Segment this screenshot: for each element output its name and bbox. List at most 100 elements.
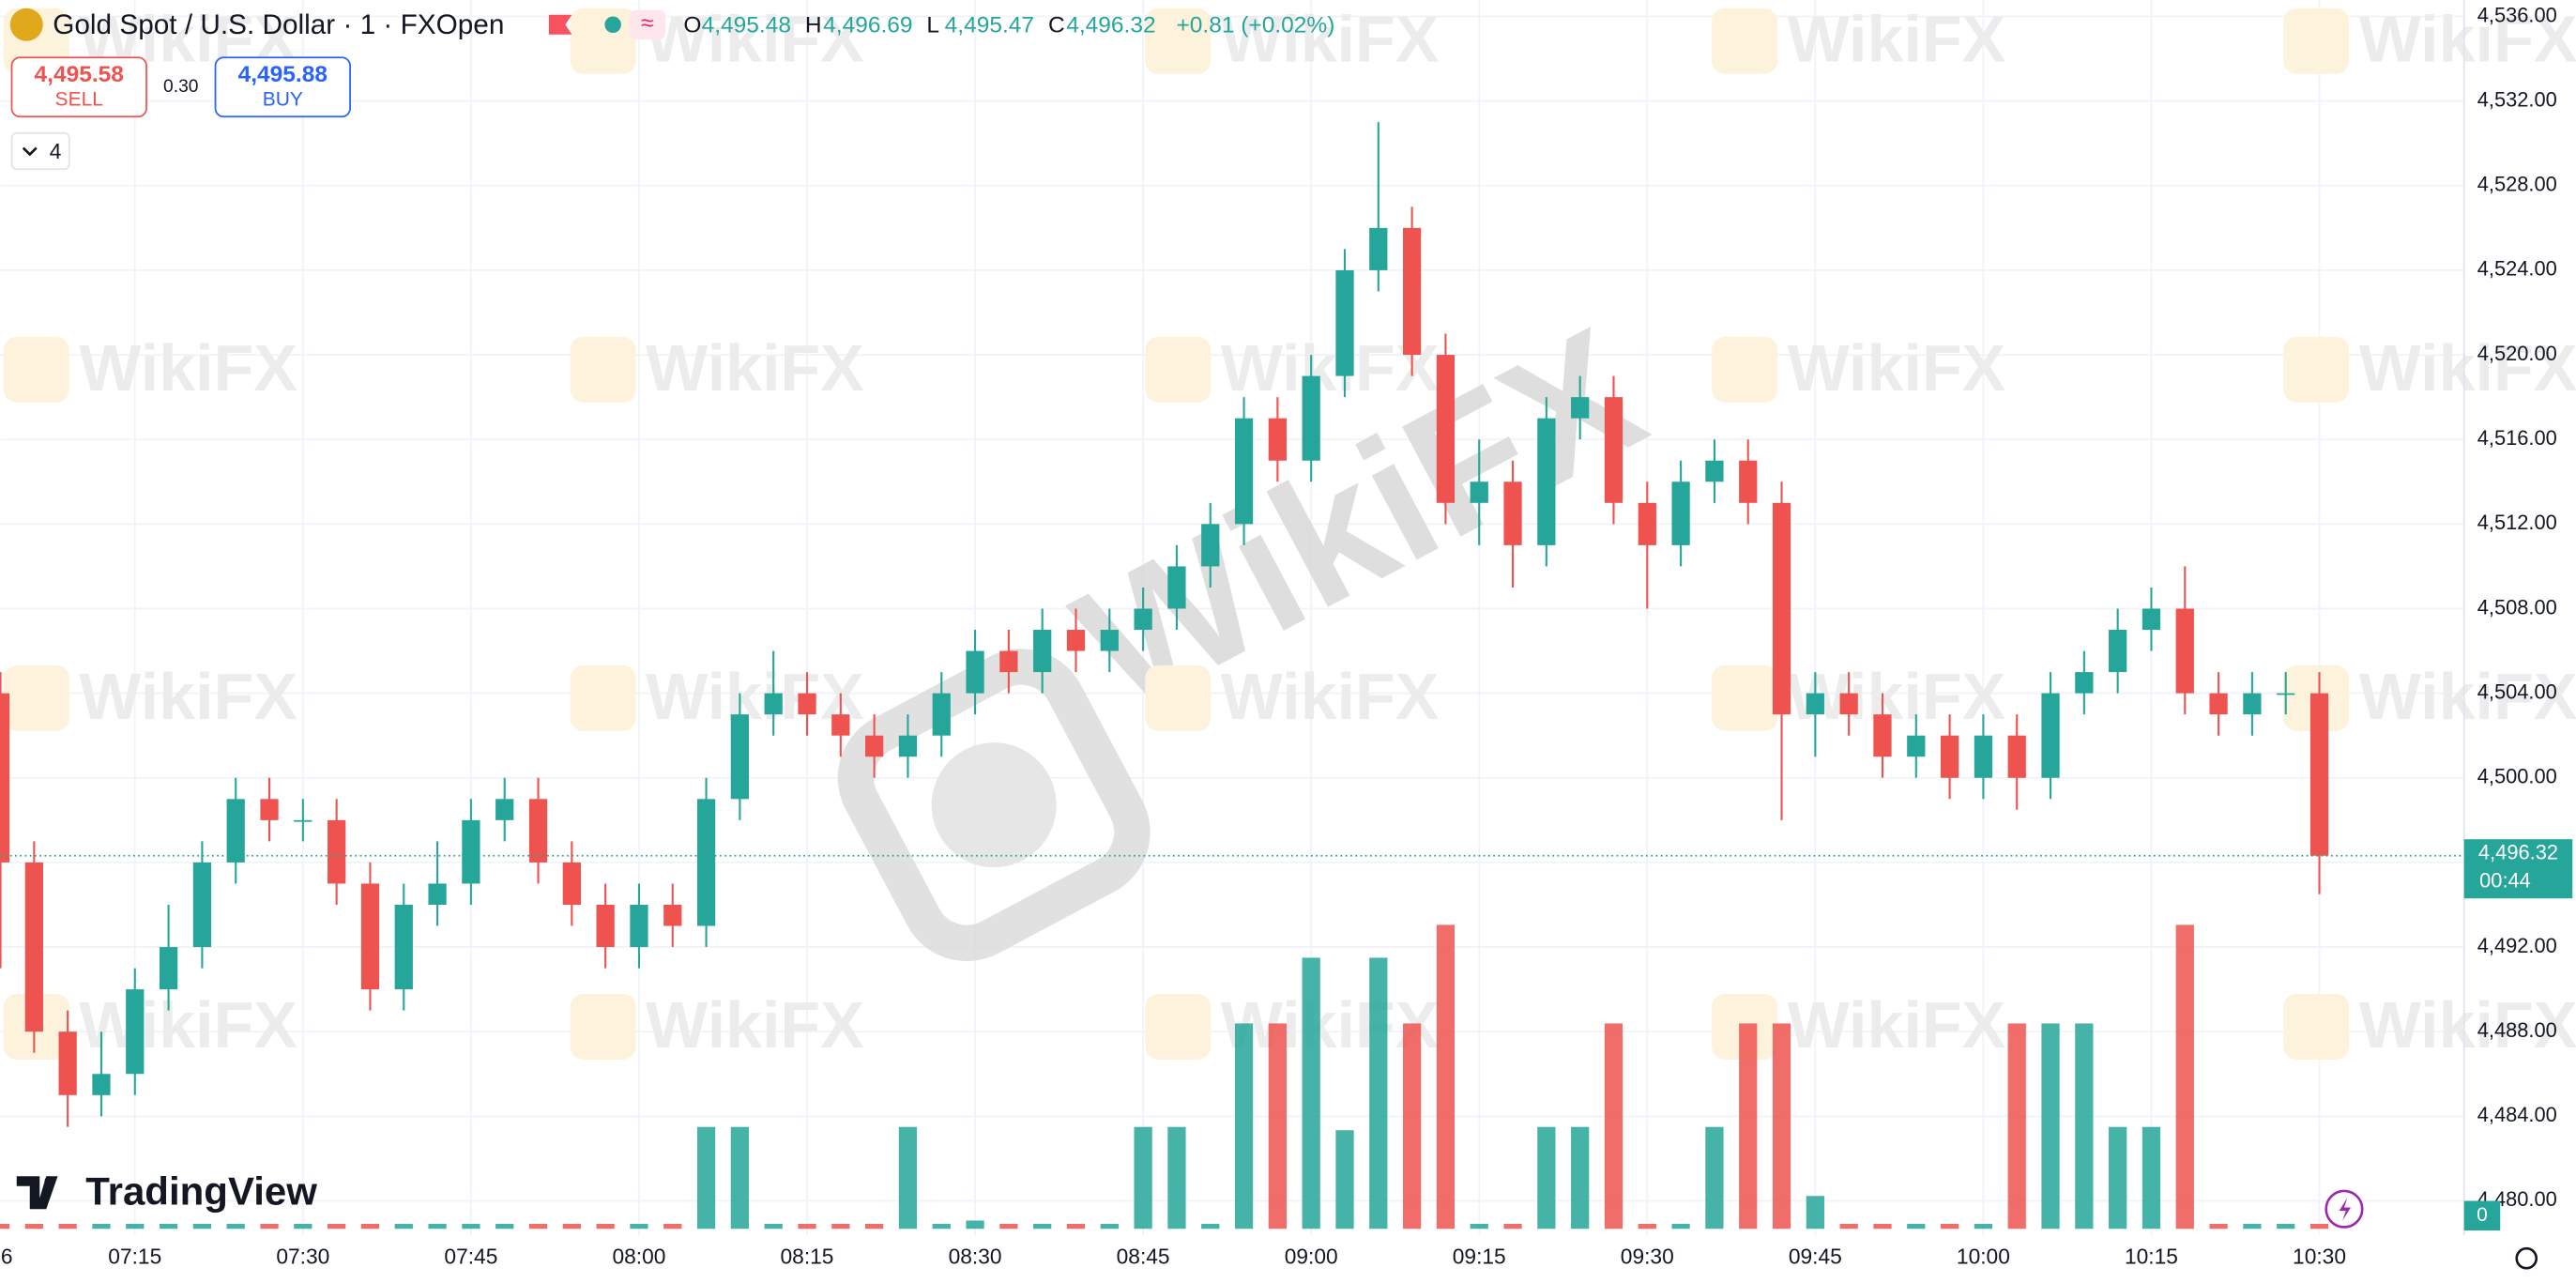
volume-bar <box>192 1223 212 1230</box>
y-tick-label: 4,532.00 <box>2477 87 2557 111</box>
candle-body <box>2041 693 2060 778</box>
candle-body <box>1369 227 1388 270</box>
volume-bar <box>126 1223 145 1230</box>
candle-body <box>1268 418 1287 461</box>
settings-icon[interactable] <box>2515 1246 2538 1270</box>
volume-bar <box>1537 1126 1556 1230</box>
y-tick-label: 4,504.00 <box>2477 680 2557 703</box>
y-tick-label: 4,536.00 <box>2477 3 2557 26</box>
watermark-text: WikiFX <box>2359 660 2576 733</box>
volume-bar <box>696 1126 716 1230</box>
x-edge-label: 6 <box>1 1245 13 1269</box>
volume-bar <box>1335 1130 1354 1230</box>
candle-body <box>1974 735 1993 778</box>
candle-body <box>1234 418 1254 525</box>
watermark-logo <box>570 664 636 731</box>
y-tick-label: 4,524.00 <box>2477 257 2557 281</box>
alert-glyph <box>2339 1197 2351 1221</box>
sell-button[interactable] <box>10 56 147 118</box>
x-tick-label: 10:00 <box>1957 1245 2010 1269</box>
ohlc-legend: O 4,495.48 H 4,496.69 L 4,495.47 C 4,496.32 <box>683 12 1155 38</box>
volume-bar <box>1571 1126 1590 1230</box>
x-tick-label: 08:45 <box>1117 1245 1170 1269</box>
volume-bar <box>495 1223 514 1230</box>
x-tick-label: 08:00 <box>612 1245 665 1269</box>
buy-label[interactable]: BUY <box>263 88 303 110</box>
volume-bar <box>528 1223 548 1230</box>
symbol-title: Gold Spot / U.S. Dollar · 1 · FXOpen <box>53 9 504 40</box>
x-tick-label: 10:15 <box>2125 1245 2178 1269</box>
watermark-text: WikiFX <box>646 3 864 76</box>
volume-bar <box>1167 1126 1186 1230</box>
brand-name: TradingView <box>85 1169 317 1214</box>
watermark-text: WikiFX <box>2359 988 2576 1062</box>
watermark-logo <box>2283 993 2350 1060</box>
volume-bar <box>865 1223 884 1230</box>
volume-tick-label: 0 <box>2477 1204 2488 1226</box>
buy-price[interactable]: 4,495.88 <box>238 62 328 87</box>
change: +0.81 (+0.02%) <box>1176 12 1334 38</box>
watermark-text: WikiFX <box>1788 331 2006 405</box>
volume-bar <box>2142 1126 2161 1230</box>
symbol-logo <box>9 8 43 41</box>
candle-body <box>2142 608 2161 631</box>
y-tick-label: 4,488.00 <box>2477 1018 2557 1042</box>
watermark-logo <box>931 742 1057 868</box>
volume-bar <box>1268 1023 1287 1230</box>
watermark-logo <box>1712 8 1778 74</box>
ohlc-key: L <box>926 12 939 38</box>
volume-bar <box>1907 1223 1926 1230</box>
volume-bar <box>999 1223 1018 1230</box>
candle-body <box>999 650 1018 673</box>
candle-body <box>562 862 581 905</box>
candle-body <box>58 1031 77 1095</box>
watermark-logo <box>3 336 69 403</box>
candle-body <box>898 735 918 757</box>
candle-body <box>764 693 783 715</box>
last-price-label: 4,496.32 <box>2478 841 2558 864</box>
ohlc-key: C <box>1048 12 1065 38</box>
volume-bar <box>2007 1023 2026 1230</box>
indicator-toggle[interactable] <box>10 131 70 171</box>
flag-icon <box>548 14 572 35</box>
data-icon-glyph: ≈ <box>641 11 653 37</box>
volume-bar <box>24 1223 43 1230</box>
candle-body <box>2209 693 2228 715</box>
candle-body <box>1739 460 1758 503</box>
y-tick-label: 4,528.00 <box>2477 173 2557 196</box>
candle-body <box>663 904 682 926</box>
countdown: 00:44 <box>2479 868 2531 892</box>
watermark-text: WikiFX <box>646 331 864 405</box>
volume-bar <box>1873 1223 1892 1230</box>
candle-body <box>865 735 884 757</box>
y-tick-label: 4,508.00 <box>2477 595 2557 619</box>
volume-bar <box>1369 957 1388 1230</box>
volume-bar <box>932 1223 951 1230</box>
candle-body <box>1470 481 1488 503</box>
watermark-text: WikiFX <box>79 331 297 405</box>
watermark-text: WikiFX <box>79 660 297 733</box>
indicator-count[interactable]: 4 <box>50 139 62 163</box>
candle-body <box>260 799 279 820</box>
candle-body <box>1100 630 1119 651</box>
volume-bar <box>2175 924 2194 1230</box>
candle-body <box>1772 502 1791 715</box>
watermark-text: WikiFX <box>1221 660 1440 733</box>
sell-price[interactable]: 4,495.58 <box>35 62 124 87</box>
candle-body <box>126 989 145 1075</box>
watermark-logo <box>1145 664 1212 731</box>
buy-button[interactable] <box>214 56 351 118</box>
ohlc-value: 4,495.48 <box>702 12 791 38</box>
candle-layer <box>0 122 2329 1127</box>
volume-bar <box>159 1223 178 1230</box>
sell-label[interactable]: SELL <box>55 88 103 110</box>
watermark-text: WikiFX <box>79 988 297 1062</box>
watermark-text: WikiFX <box>646 988 864 1062</box>
volume-bar <box>1772 1023 1791 1230</box>
watermark-text: WikiFX <box>1221 3 1440 76</box>
last-price-box <box>2463 839 2573 899</box>
volume-bar <box>328 1223 346 1230</box>
volume-bar <box>2209 1223 2228 1230</box>
